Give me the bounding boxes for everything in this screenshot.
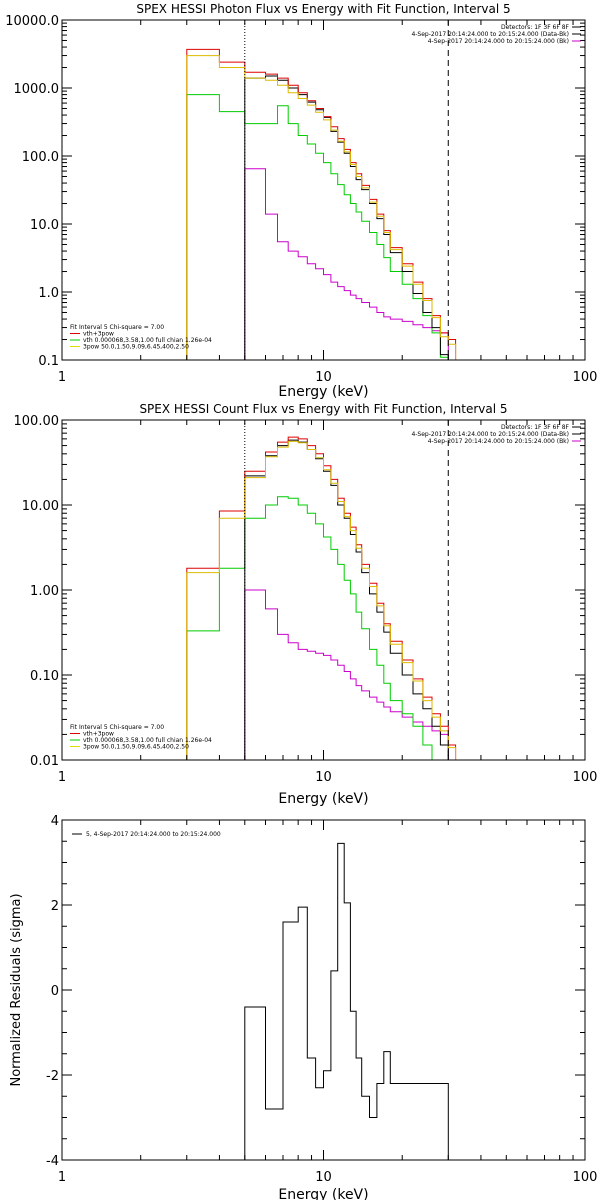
fit-legend-text: vth+3pow: [83, 331, 114, 338]
series-group: [186, 436, 470, 760]
header-text: Detectors: 1F 3F 6F 8F: [501, 24, 570, 31]
series-line-1: [244, 589, 449, 760]
fit-legend-text: 3pow 50.0,1.50,9.09,6.45,400,2.50: [83, 344, 189, 351]
header-text: 4-Sep-2017 20:14:24.000 to 20:15:24.000 …: [428, 438, 569, 445]
header-text: 4-Sep-2017 20:14:24.000 to 20:15:24.000 …: [428, 38, 569, 45]
chart-title: SPEX HESSI Count Flux vs Energy with Fit…: [139, 402, 507, 416]
series-line-2: [186, 496, 441, 760]
series-line-5: [186, 440, 470, 760]
chart-title: SPEX HESSI Photon Flux vs Energy with Fi…: [136, 2, 510, 16]
y-tick-label: 10000.0: [5, 14, 59, 29]
x-tick-label: 100: [573, 370, 598, 385]
y-tick-label: -4: [46, 1154, 59, 1169]
header-text: 4-Sep-2017 20:14:24.000 to 20:15:24.000 …: [411, 31, 569, 38]
residual-legend-text: 5, 4-Sep-2017 20:14:24.000 to 20:15:24.0…: [86, 831, 221, 838]
fit-legend-text: vth+3pow: [83, 731, 114, 738]
y-tick-label: 1.00: [30, 584, 59, 599]
series-line-3: [244, 75, 449, 360]
fit-legend-text: vth 0.000068,3.58,1.00 full chian 1.26e-…: [83, 737, 212, 744]
series-line-1: [244, 842, 449, 1160]
y-tick-label: 0.1: [38, 354, 59, 369]
x-tick-label: 10: [315, 370, 332, 385]
panel-3: 1 10 100 -4 -2 0 2 4 Energy (keV) Normalized Resi…: [9, 814, 597, 1200]
y-tick-label: 0: [51, 984, 59, 999]
y-axis-label: Normalized Residuals (sigma): [9, 893, 24, 1086]
fit-legend-text: 3pow 50.0,1.50,9.09,6.45,400,2.50: [83, 744, 189, 751]
y-tick-label: 1.0: [38, 286, 59, 301]
y-tick-label: 10.00: [22, 499, 59, 514]
x-axis-label: Energy (keV): [278, 791, 368, 807]
x-axis-label: Energy (keV): [278, 1187, 368, 1200]
panel-2: SPEX HESSI Count Flux vs Energy with Fit…: [14, 402, 598, 807]
plot-frame: [61, 819, 586, 1161]
series-line-2: [186, 94, 449, 360]
series-line-4: [186, 436, 470, 760]
plot-frame: [61, 19, 586, 361]
y-tick-label: 1000.0: [14, 82, 60, 97]
fit-legend-header: Fit Interval 5 Chi-square = 7.00: [70, 724, 164, 731]
header-text: Detectors: 1F 3F 6F 8F: [501, 424, 570, 431]
x-tick-label: 1: [58, 1170, 66, 1185]
panel-1: SPEX HESSI Photon Flux vs Energy with Fi…: [5, 2, 597, 400]
x-tick-label: 10: [315, 770, 332, 785]
y-tick-label: -2: [46, 1069, 59, 1084]
fit-legend-text: vth 0.000068,3.58,1.00 full chian 1.26e-…: [83, 337, 212, 344]
fit-legend-header: Fit Interval 5 Chi-square = 7.00: [70, 324, 164, 331]
y-tick-label: 4: [51, 814, 59, 829]
x-axis-label: Energy (keV): [278, 384, 368, 400]
series-line-4: [186, 48, 470, 360]
y-tick-label: 0.01: [30, 754, 59, 769]
x-tick-label: 10: [315, 1170, 332, 1185]
series-line-5: [186, 55, 470, 360]
series-line-3: [244, 439, 449, 760]
series-group: [186, 48, 470, 360]
x-tick-label: 100: [573, 1170, 598, 1185]
y-tick-label: 100.0: [22, 150, 59, 165]
y-tick-label: 0.10: [30, 669, 59, 684]
y-tick-label: 2: [51, 899, 59, 914]
series-group: [244, 842, 449, 1160]
series-line-1: [244, 168, 449, 360]
x-tick-label: 100: [573, 770, 598, 785]
x-tick-label: 1: [58, 770, 66, 785]
x-tick-label: 1: [58, 370, 66, 385]
y-tick-label: 10.0: [30, 218, 59, 233]
header-text: 4-Sep-2017 20:14:24.000 to 20:15:24.000 …: [411, 431, 569, 438]
y-tick-label: 100.00: [14, 414, 60, 429]
